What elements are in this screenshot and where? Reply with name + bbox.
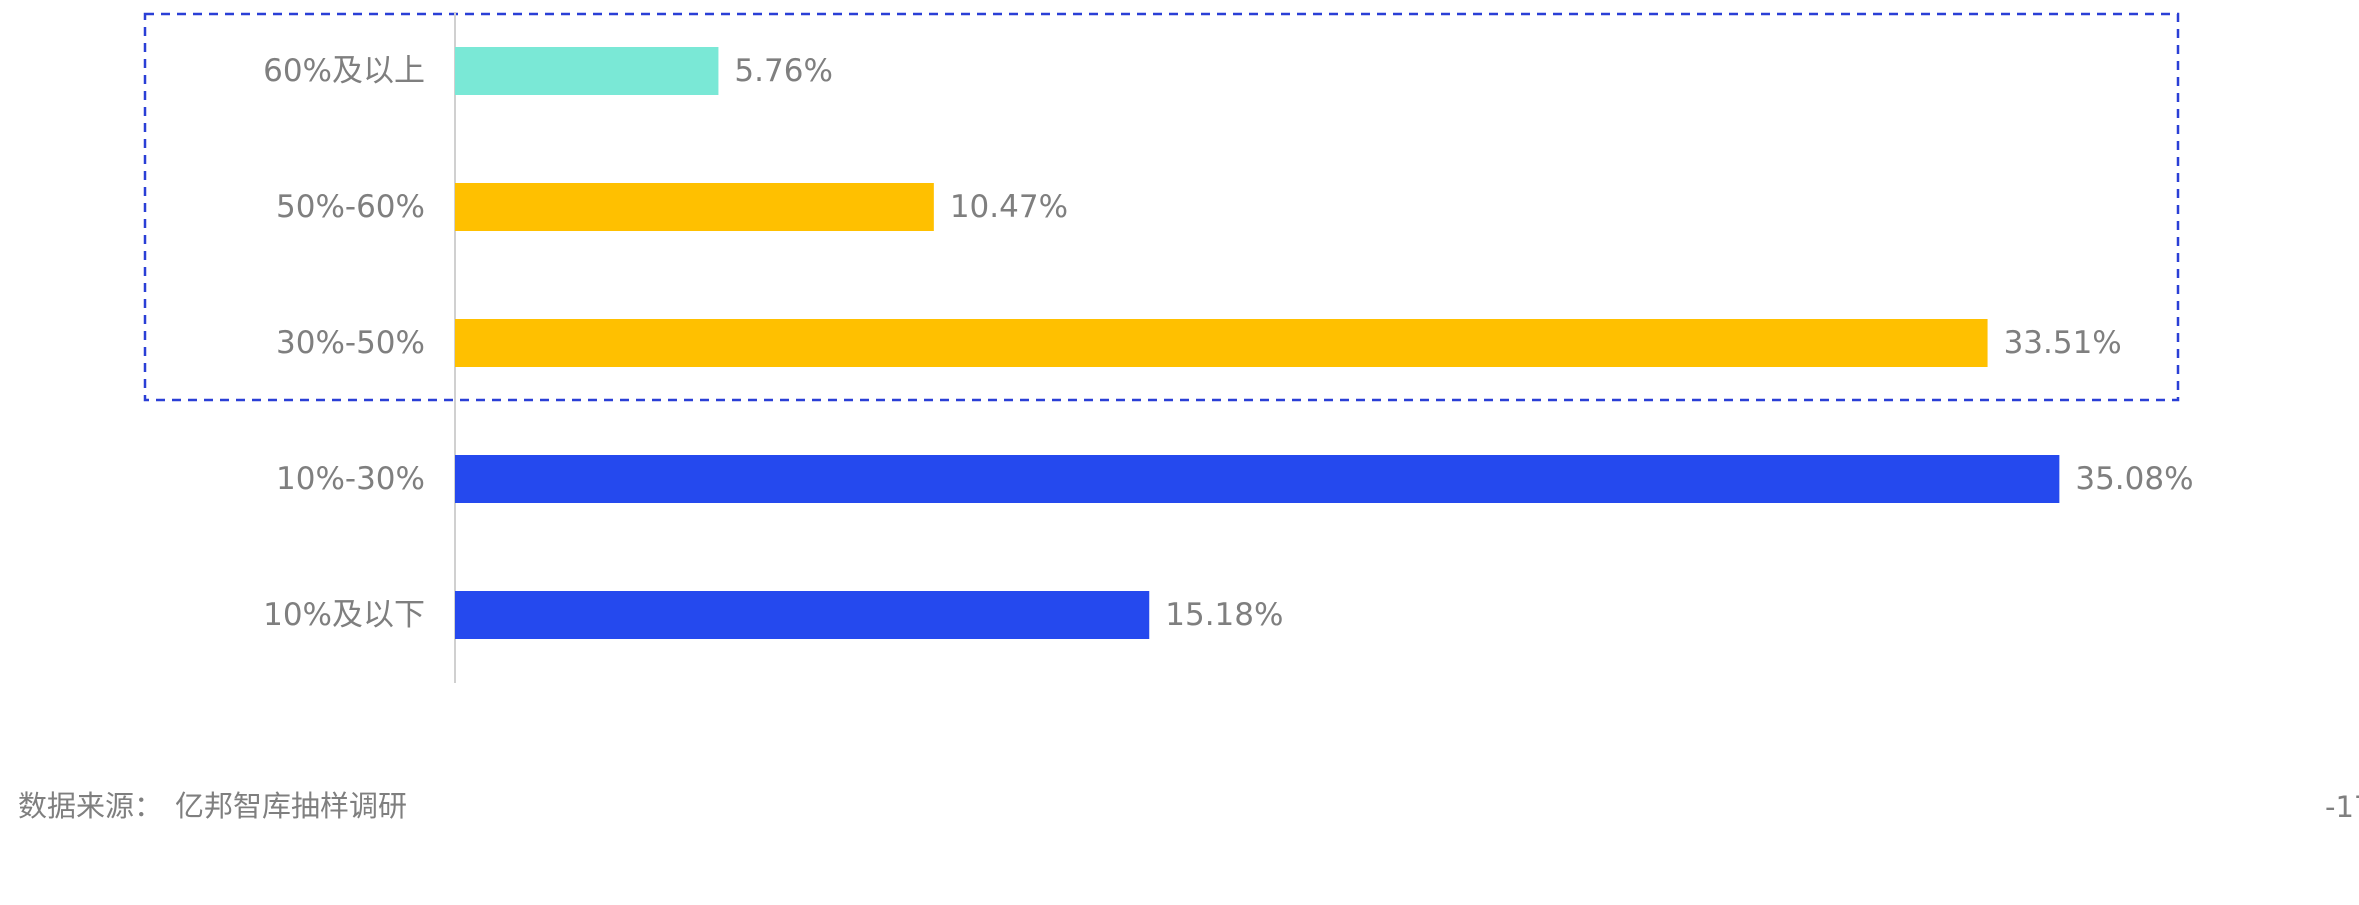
- bar-0: [455, 47, 719, 95]
- category-label-3: 10%-30%: [276, 461, 425, 497]
- bar-3: [455, 455, 2060, 503]
- category-label-2: 30%-50%: [276, 325, 425, 361]
- category-label-4: 10%及以下: [263, 597, 425, 633]
- category-labels: 60%及以上 50%-60% 30%-50% 10%-30% 10%及以下: [263, 53, 425, 633]
- value-label-0: 5.76%: [734, 53, 832, 89]
- bar-1: [455, 183, 934, 231]
- bar-4: [455, 591, 1150, 639]
- source-note: 数据来源： 亿邦智库抽样调研: [18, 783, 407, 825]
- bars-group: [455, 47, 2060, 639]
- value-label-1: 10.47%: [950, 189, 1068, 225]
- value-labels: 5.76% 10.47% 33.51% 35.08% 15.18%: [734, 53, 2193, 633]
- value-label-2: 33.51%: [2004, 325, 2122, 361]
- highlight-box: [143, 12, 2180, 402]
- value-label-4: 15.18%: [1165, 597, 1283, 633]
- source-label: 数据来源：: [18, 789, 164, 823]
- bar-2: [455, 319, 1988, 367]
- value-label-3: 35.08%: [2075, 461, 2193, 497]
- category-label-1: 50%-60%: [276, 189, 425, 225]
- source-text: 亿邦智库抽样调研: [175, 789, 408, 823]
- category-label-0: 60%及以上: [263, 53, 425, 89]
- page-number: -17: [2325, 790, 2359, 824]
